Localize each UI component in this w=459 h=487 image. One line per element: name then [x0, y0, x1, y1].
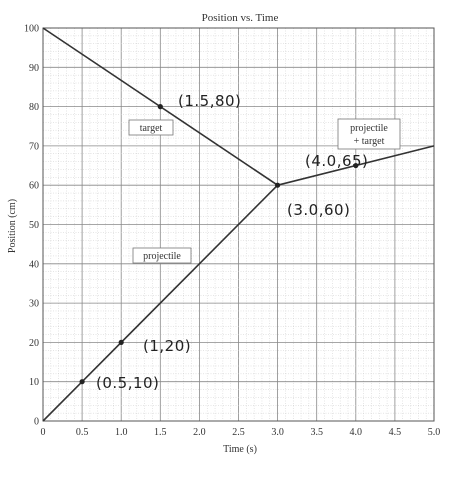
combined-label-box: projectile + target — [337, 118, 401, 150]
y-tick-label: 20 — [29, 338, 39, 349]
y-tick-label: 10 — [29, 377, 39, 388]
data-point — [79, 379, 85, 385]
x-tick-labels: 0 0.5 1.0 1.5 2.0 2.5 3.0 3.5 4.0 4.5 5.0 — [41, 427, 441, 438]
y-tick-label: 0 — [34, 417, 39, 428]
y-tick-label: 60 — [29, 181, 39, 192]
x-tick-label: 2.0 — [193, 427, 206, 438]
y-tick-label: 90 — [29, 63, 39, 74]
x-tick-label: 1.5 — [154, 427, 167, 438]
target-label: target — [140, 123, 163, 134]
y-tick-labels: 0 10 20 30 40 50 60 70 80 90 100 — [24, 24, 39, 428]
chart-title: Position vs. Time — [202, 12, 279, 24]
point-label-0-5-10: (0.5,10) — [96, 374, 159, 392]
x-tick-label: 4.5 — [389, 427, 402, 438]
plot-frame — [42, 27, 435, 422]
y-tick-label: 30 — [29, 299, 39, 310]
point-label-3-60: (3.0,60) — [287, 201, 350, 219]
projectile-label-box: projectile — [132, 247, 192, 264]
data-point — [157, 104, 163, 110]
x-tick-label: 0 — [41, 427, 46, 438]
y-tick-label: 40 — [29, 259, 39, 270]
x-tick-label: 0.5 — [76, 427, 89, 438]
x-tick-label: 1.0 — [115, 427, 128, 438]
target-label-box: target — [128, 119, 174, 136]
point-label-1-5-80: (1.5,80) — [178, 92, 241, 110]
data-points — [79, 104, 359, 385]
point-label-4-65: (4.0,65) — [305, 152, 368, 170]
x-axis-label: Time (s) — [223, 444, 257, 455]
data-point — [275, 182, 281, 188]
x-tick-label: 3.5 — [310, 427, 323, 438]
x-tick-label: 3.0 — [271, 427, 284, 438]
x-tick-label: 5.0 — [428, 427, 441, 438]
x-tick-label: 2.5 — [232, 427, 245, 438]
x-tick-label: 4.0 — [350, 427, 363, 438]
y-tick-label: 70 — [29, 141, 39, 152]
data-point — [118, 339, 124, 345]
y-tick-label: 50 — [29, 220, 39, 231]
y-tick-label: 100 — [24, 24, 39, 35]
combined-label-line2: + target — [354, 136, 385, 147]
y-tick-label: 80 — [29, 102, 39, 113]
y-axis-label: Position (cm) — [7, 199, 18, 253]
combined-label-line1: projectile — [350, 123, 388, 134]
point-label-1-20: (1,20) — [143, 337, 191, 355]
projectile-label: projectile — [143, 251, 181, 262]
data-point — [353, 162, 359, 169]
